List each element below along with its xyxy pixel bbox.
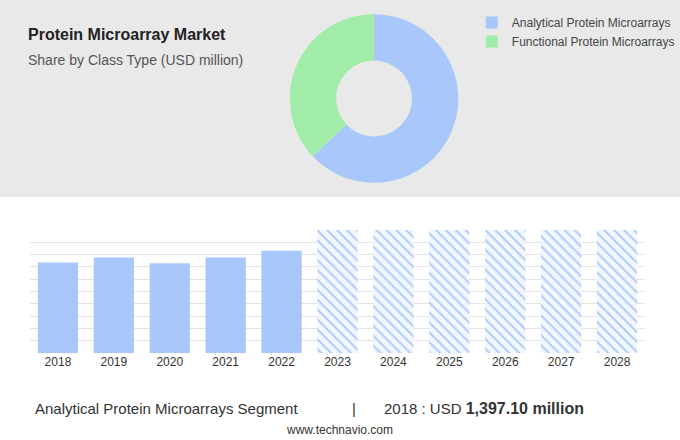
svg-text:2018: 2018 xyxy=(45,355,72,369)
html-text:www.technavio.com: www.technavio.com xyxy=(287,423,393,437)
svg-text:2020: 2020 xyxy=(156,355,183,369)
svg-text:Functional Protein Microarrays: Functional Protein Microarrays xyxy=(512,35,675,49)
svg-text:2025: 2025 xyxy=(436,355,463,369)
svg-text:2024: 2024 xyxy=(380,355,407,369)
html-text:Analytical Protein Microarrays: Analytical Protein Microarrays Segment xyxy=(35,400,298,417)
html-text:Protein Microarray Market: Protein Microarray Market xyxy=(28,26,226,43)
svg-text:2023: 2023 xyxy=(324,355,351,369)
svg-text:2021: 2021 xyxy=(212,355,239,369)
svg-text:2026: 2026 xyxy=(492,355,519,369)
svg-text:2027: 2027 xyxy=(548,355,575,369)
svg-text:2022: 2022 xyxy=(268,355,295,369)
svg-text:2028: 2028 xyxy=(604,355,631,369)
svg-text:2019: 2019 xyxy=(101,355,128,369)
svg-text:Analytical Protein Microarrays: Analytical Protein Microarrays xyxy=(512,16,671,30)
html-text:2018 : USD 1,397.10 million: 2018 : USD 1,397.10 million xyxy=(384,400,584,417)
html-text:Share by Class Type (USD milli: Share by Class Type (USD million) xyxy=(28,52,244,68)
